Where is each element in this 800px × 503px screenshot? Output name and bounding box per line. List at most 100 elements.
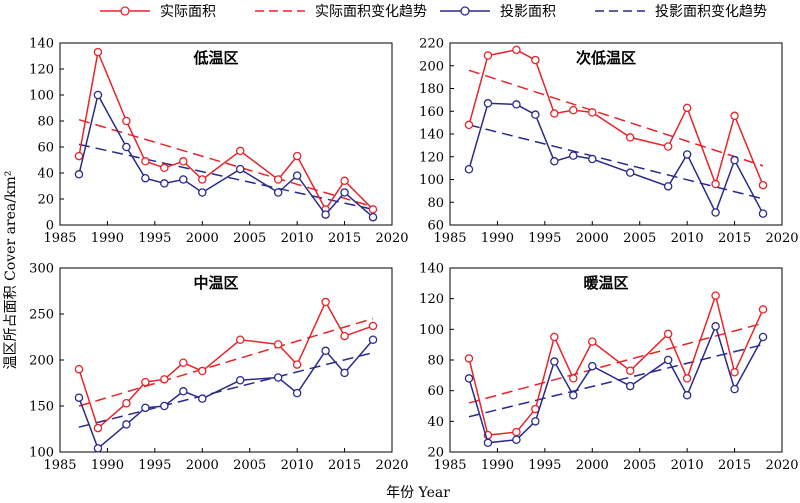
x-tick-label: 2020: [375, 231, 408, 246]
data-point: [588, 108, 597, 117]
trend-line: [78, 317, 374, 407]
data-point: [93, 423, 103, 433]
legend-label: 实际面积变化趋势: [315, 4, 427, 20]
data-point: [758, 209, 768, 218]
y-tick-label: 140: [29, 37, 54, 52]
data-point: [141, 403, 150, 413]
data-point: [74, 151, 84, 161]
x-tick-label: 1995: [138, 231, 171, 246]
data-point: [531, 55, 540, 65]
data-point: [711, 179, 720, 189]
data-point: [292, 171, 302, 180]
series-line: [78, 300, 374, 430]
data-point: [663, 142, 673, 151]
trend-line: [468, 343, 764, 418]
y-tick-label: 160: [419, 105, 444, 120]
x-tick-label: 2005: [623, 458, 656, 473]
x-tick-label: 1995: [528, 458, 561, 473]
legend: 实际面积 实际面积变化趋势 投影面积 投影面积变化趋势: [100, 4, 767, 20]
data-point: [141, 377, 150, 387]
data-point: [292, 388, 302, 398]
trend-line: [78, 351, 374, 428]
x-tick-label: 1995: [138, 458, 171, 473]
data-point: [273, 373, 283, 382]
y-tick-label: 200: [419, 59, 444, 74]
chart-panel: 1985 1990 1995 2000 2005 2010 2015 2020 60 80 100 1…: [419, 37, 798, 247]
data-point: [483, 438, 493, 448]
y-tick-label: 60: [427, 384, 444, 399]
data-point: [512, 100, 521, 109]
trend-line: [468, 69, 764, 167]
data-point: [464, 354, 474, 363]
data-point: [483, 99, 493, 108]
data-point: [93, 444, 103, 453]
data-point: [730, 368, 739, 377]
x-tick-label: 2020: [375, 458, 408, 473]
y-tick-label: 100: [29, 446, 54, 461]
x-tick-label: 1985: [433, 458, 466, 473]
data-point: [682, 103, 692, 113]
data-point: [550, 157, 559, 166]
x-tick-label: 2010: [281, 458, 314, 473]
data-point: [235, 146, 245, 156]
data-point: [625, 366, 635, 375]
x-tick-label: 2015: [328, 458, 361, 473]
data-point: [198, 188, 207, 197]
legend-entry: 实际面积: [100, 4, 216, 20]
y-tick-label: 150: [29, 400, 54, 415]
data-point: [531, 110, 540, 119]
data-point: [340, 368, 349, 378]
x-tick-label: 2000: [576, 458, 609, 473]
x-tick-label: 2010: [671, 458, 704, 473]
data-point: [663, 355, 673, 365]
data-point: [198, 366, 207, 376]
data-point: [368, 321, 378, 331]
data-point: [758, 305, 768, 314]
data-point: [368, 205, 378, 214]
data-point: [179, 175, 188, 184]
x-tick-label: 2015: [328, 231, 361, 246]
y-tick-label: 40: [37, 167, 54, 182]
x-tick-label: 2015: [718, 231, 751, 246]
data-point: [160, 401, 169, 411]
data-point: [273, 175, 283, 184]
y-tick-label: 80: [427, 354, 444, 369]
data-point: [74, 170, 84, 179]
y-tick-label: 100: [29, 89, 54, 104]
data-point: [235, 375, 245, 385]
data-point: [93, 47, 103, 57]
x-tick-label: 2010: [671, 231, 704, 246]
data-point: [512, 427, 521, 437]
data-point: [141, 157, 150, 166]
data-point: [179, 157, 188, 166]
data-point: [464, 374, 474, 383]
series-line: [468, 324, 764, 444]
data-point: [122, 398, 131, 408]
x-tick-label: 2005: [233, 458, 266, 473]
data-point: [625, 133, 635, 142]
series-line: [78, 339, 374, 450]
data-point: [74, 393, 84, 402]
data-point: [711, 322, 720, 331]
data-point: [74, 364, 84, 374]
chart-panel: 1985 1990 1995 2000 2005 2010 2015 2020 0 20 40 60 8…: [29, 37, 408, 247]
x-tick-label: 2000: [576, 231, 609, 246]
data-point: [758, 332, 768, 342]
data-point: [464, 120, 474, 130]
x-tick-label: 1985: [43, 231, 76, 246]
legend-label: 实际面积: [160, 4, 216, 20]
y-axis-label: 温区所占面积 Cover area/km²: [3, 171, 19, 370]
data-point: [273, 188, 283, 197]
data-point: [93, 90, 103, 100]
legend-label: 投影面积变化趋势: [655, 4, 767, 20]
x-tick-label: 1990: [91, 458, 124, 473]
data-point: [198, 394, 207, 403]
data-point: [321, 297, 330, 307]
data-point: [141, 173, 150, 183]
x-tick-label: 2010: [281, 231, 314, 246]
data-point: [464, 165, 474, 174]
data-point: [512, 45, 521, 55]
y-tick-label: 140: [419, 128, 444, 143]
x-tick-label: 1990: [91, 231, 124, 246]
chart-panel: 1985 1990 1995 2000 2005 2010 2015 202020406080…: [419, 262, 798, 474]
